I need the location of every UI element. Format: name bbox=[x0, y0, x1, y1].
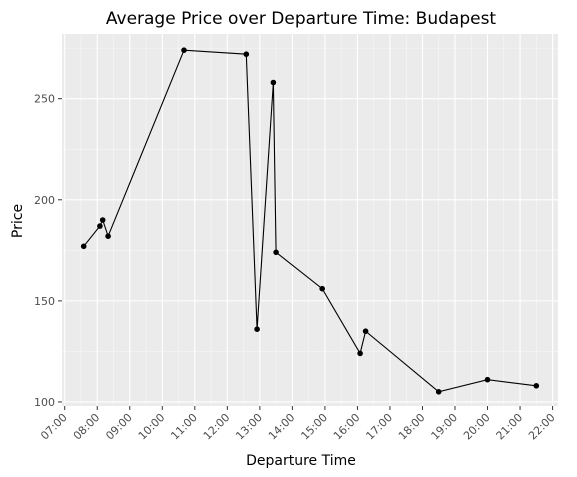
x-tick-label: 18:00 bbox=[396, 411, 428, 443]
x-axis: 07:00 08:00 09:00 10:00 11:00 12:00 13:00 14:00… bbox=[38, 406, 558, 443]
data-point bbox=[435, 389, 442, 395]
data-point bbox=[243, 51, 250, 57]
x-tick-label: 16:00 bbox=[331, 411, 363, 443]
x-tick-label: 14:00 bbox=[266, 411, 298, 443]
y-tick-label: 250 bbox=[34, 93, 55, 106]
minor-grid bbox=[62, 34, 558, 406]
data-point bbox=[105, 233, 111, 239]
data-point bbox=[362, 328, 369, 335]
x-tick-label: 19:00 bbox=[429, 411, 461, 443]
data-point bbox=[99, 217, 106, 223]
x-tick-label: 15:00 bbox=[298, 411, 330, 443]
data-point bbox=[97, 223, 103, 229]
y-axis: 100 150 200 250 bbox=[34, 93, 62, 409]
x-tick-label: 07:00 bbox=[38, 411, 70, 443]
data-point bbox=[181, 47, 187, 53]
data-point bbox=[270, 79, 277, 86]
x-tick-label: 13:00 bbox=[233, 411, 265, 443]
data-point bbox=[484, 376, 491, 383]
x-tick-label: 17:00 bbox=[363, 411, 395, 443]
data-point bbox=[319, 285, 326, 292]
x-tick-label: 20:00 bbox=[461, 411, 493, 443]
x-tick-label: 12:00 bbox=[201, 411, 233, 443]
y-tick-label: 150 bbox=[34, 295, 55, 308]
data-point bbox=[273, 249, 279, 256]
data-point bbox=[533, 383, 540, 389]
plot-panel bbox=[62, 34, 558, 406]
data-point bbox=[80, 243, 87, 250]
series-layer bbox=[80, 47, 540, 395]
y-tick-label: 100 bbox=[34, 396, 55, 409]
chart-title: Average Price over Departure Time: Budap… bbox=[106, 9, 497, 29]
data-point bbox=[357, 350, 363, 357]
x-tick-label: 08:00 bbox=[71, 411, 103, 443]
data-point bbox=[254, 326, 260, 333]
x-tick-label: 21:00 bbox=[494, 411, 526, 443]
x-tick-label: 09:00 bbox=[103, 411, 135, 443]
y-axis-label: Price bbox=[10, 204, 26, 238]
x-tick-label: 22:00 bbox=[526, 411, 558, 443]
major-grid bbox=[62, 34, 558, 406]
y-tick-label: 200 bbox=[34, 194, 55, 207]
x-tick-label: 10:00 bbox=[136, 411, 168, 443]
x-axis-label: Departure Time bbox=[246, 453, 356, 469]
x-tick-label: 11:00 bbox=[168, 411, 200, 443]
